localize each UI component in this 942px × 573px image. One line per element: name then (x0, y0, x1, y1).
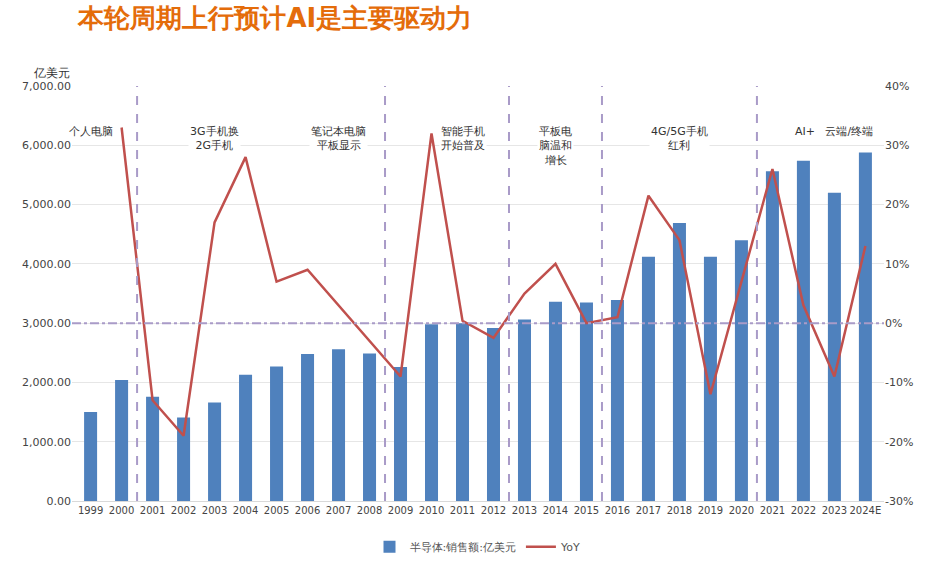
svg-text:1,000.00: 1,000.00 (22, 436, 71, 449)
svg-text:2,000.00: 2,000.00 (22, 376, 71, 389)
svg-text:1999: 1999 (78, 505, 103, 516)
svg-text:笔记本电脑平板显示: 笔记本电脑平板显示 (311, 125, 366, 152)
svg-text:4G/5G手机红利: 4G/5G手机红利 (651, 125, 708, 152)
svg-text:2020: 2020 (729, 505, 754, 516)
svg-text:2007: 2007 (326, 505, 351, 516)
svg-text:2016: 2016 (605, 505, 630, 516)
svg-text:2009: 2009 (388, 505, 413, 516)
svg-text:2023: 2023 (822, 505, 847, 516)
svg-text:2005: 2005 (264, 505, 289, 516)
svg-text:2019: 2019 (698, 505, 723, 516)
svg-text:0.00: 0.00 (47, 495, 72, 508)
svg-text:3,000.00: 3,000.00 (22, 317, 71, 330)
svg-text:2011: 2011 (450, 505, 475, 516)
svg-text:2018: 2018 (667, 505, 692, 516)
svg-text:6,000.00: 6,000.00 (22, 139, 71, 152)
svg-text:2002: 2002 (171, 505, 196, 516)
svg-text:亿美元: 亿美元 (33, 66, 70, 80)
svg-text:3G手机换2G手机: 3G手机换2G手机 (190, 125, 239, 152)
svg-text:2010: 2010 (419, 505, 444, 516)
svg-text:2008: 2008 (357, 505, 382, 516)
svg-text:2003: 2003 (202, 505, 227, 516)
svg-text:-30%: -30% (885, 495, 913, 508)
svg-text:2021: 2021 (760, 505, 785, 516)
svg-text:-10%: -10% (885, 376, 913, 389)
svg-text:40%: 40% (885, 80, 909, 93)
svg-text:20%: 20% (885, 198, 909, 211)
svg-text:2024E: 2024E (850, 505, 882, 516)
svg-text:2015: 2015 (574, 505, 599, 516)
svg-text:30%: 30% (885, 139, 909, 152)
svg-text:本轮周期上行预计AI是主要驱动力: 本轮周期上行预计AI是主要驱动力 (77, 3, 472, 33)
svg-text:2012: 2012 (481, 505, 506, 516)
svg-text:2022: 2022 (791, 505, 816, 516)
svg-text:AI+ 云端/终端: AI+ 云端/终端 (795, 125, 873, 138)
svg-text:2006: 2006 (295, 505, 320, 516)
svg-text:7,000.00: 7,000.00 (22, 80, 71, 93)
svg-text:2013: 2013 (512, 505, 537, 516)
svg-text:5,000.00: 5,000.00 (22, 198, 71, 211)
svg-text:2004: 2004 (233, 505, 258, 516)
svg-text:智能手机开始普及: 智能手机开始普及 (441, 125, 485, 152)
svg-text:个人电脑: 个人电脑 (69, 125, 113, 138)
svg-text:平板电脑温和增长: 平板电脑温和增长 (539, 125, 572, 167)
svg-text:2001: 2001 (140, 505, 165, 516)
svg-text:半导体:销售额:亿美元: 半导体:销售额:亿美元 (410, 541, 516, 554)
svg-text:YoY: YoY (560, 541, 580, 554)
svg-text:10%: 10% (885, 258, 909, 271)
svg-text:2014: 2014 (543, 505, 568, 516)
svg-text:-20%: -20% (885, 436, 913, 449)
svg-text:2000: 2000 (109, 505, 134, 516)
svg-text:0%: 0% (885, 317, 902, 330)
svg-text:4,000.00: 4,000.00 (22, 258, 71, 271)
svg-text:2017: 2017 (636, 505, 661, 516)
